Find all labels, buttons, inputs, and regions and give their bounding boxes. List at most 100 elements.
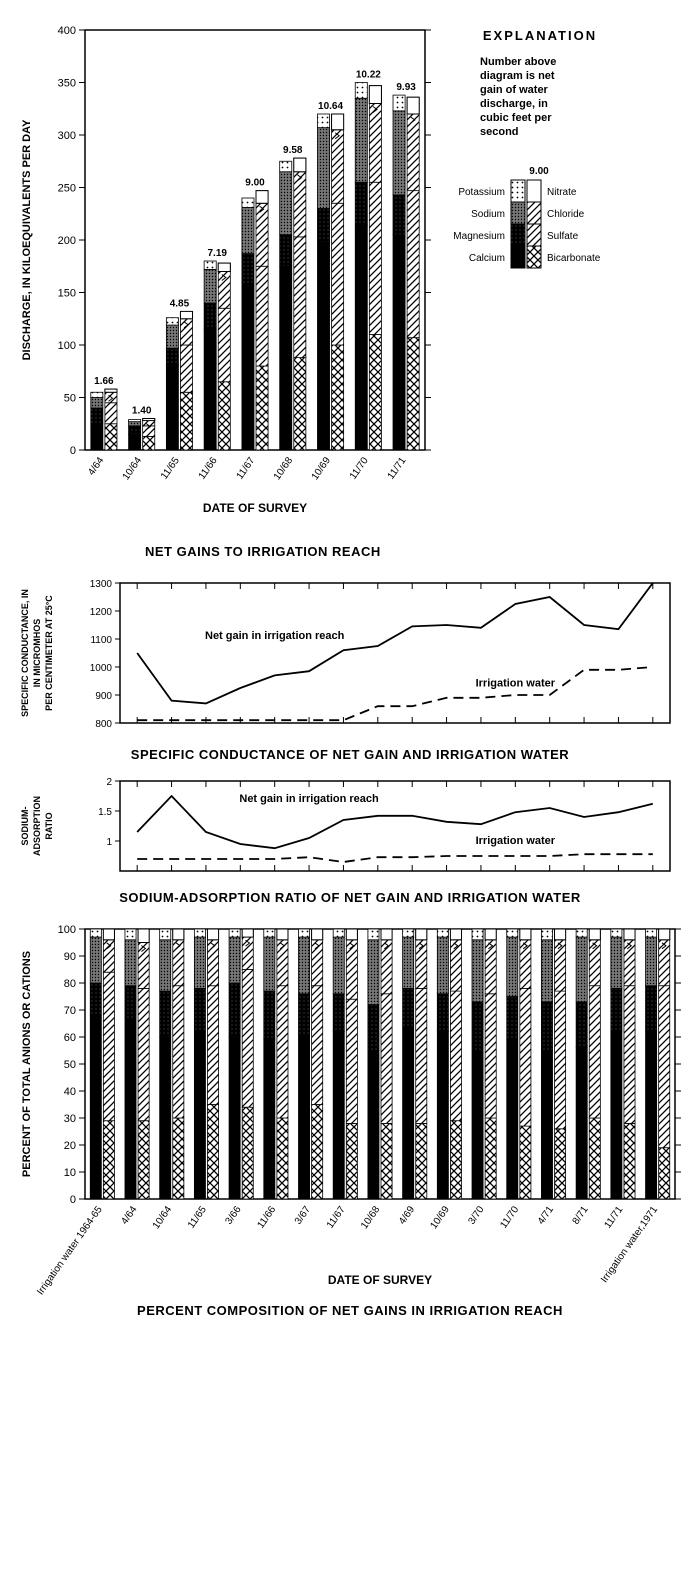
svg-text:200: 200: [58, 235, 76, 247]
svg-text:9.93: 9.93: [396, 82, 416, 93]
svg-text:Irrigation water 1964-65: Irrigation water 1964-65: [35, 1204, 105, 1297]
svg-text:Number above: Number above: [480, 56, 556, 68]
svg-text:10.64: 10.64: [318, 101, 343, 112]
svg-text:70: 70: [64, 1005, 76, 1017]
svg-text:ADSORPTION: ADSORPTION: [32, 796, 42, 856]
svg-text:800: 800: [95, 719, 112, 730]
svg-text:Potassium: Potassium: [458, 187, 505, 198]
svg-text:9.00: 9.00: [529, 166, 549, 177]
svg-text:diagram is net: diagram is net: [480, 70, 555, 82]
svg-text:7.19: 7.19: [207, 248, 227, 259]
svg-text:Bicarbonate: Bicarbonate: [547, 253, 601, 264]
svg-text:3/70: 3/70: [466, 1204, 486, 1227]
svg-text:1200: 1200: [90, 607, 113, 618]
svg-text:10/69: 10/69: [429, 1204, 453, 1231]
svg-text:350: 350: [58, 78, 76, 90]
svg-text:400: 400: [58, 25, 76, 37]
svg-text:Net gain in irrigation reach: Net gain in irrigation reach: [205, 630, 345, 642]
svg-text:100: 100: [58, 340, 76, 352]
svg-text:150: 150: [58, 288, 76, 300]
svg-text:1.66: 1.66: [94, 376, 114, 387]
chart3-svg: 1 1.5 2 Net gain in irrigation reach Irrigat…: [10, 776, 690, 886]
svg-text:10/68: 10/68: [272, 455, 296, 482]
svg-text:30: 30: [64, 1113, 76, 1125]
chart4-title: PERCENT COMPOSITION OF NET GAINS IN IRRI…: [10, 1303, 690, 1318]
svg-text:11/71: 11/71: [386, 455, 409, 482]
svg-text:80: 80: [64, 978, 76, 990]
svg-text:SPECIFIC CONDUCTANCE, IN: SPECIFIC CONDUCTANCE, IN: [20, 589, 30, 717]
svg-text:11/67: 11/67: [235, 455, 258, 482]
chart4-container: 0 10 20 30 40 50 60 70 80 90 100 Irrigation water 1…: [10, 919, 690, 1318]
svg-text:9.00: 9.00: [245, 178, 265, 189]
svg-text:250: 250: [58, 183, 76, 195]
svg-text:11/66: 11/66: [197, 455, 220, 482]
svg-text:50: 50: [64, 393, 76, 405]
chart1-container: 0501001502002503003504001.664/641.4010/6…: [10, 20, 690, 559]
svg-text:90: 90: [64, 951, 76, 963]
svg-text:4/69: 4/69: [397, 1204, 417, 1227]
svg-text:4/71: 4/71: [536, 1204, 556, 1227]
svg-text:discharge, in: discharge, in: [480, 98, 548, 110]
chart3-container: 1 1.5 2 Net gain in irrigation reach Irrigat…: [10, 776, 690, 905]
svg-text:11/65: 11/65: [186, 1204, 209, 1231]
svg-text:10/64: 10/64: [151, 1204, 175, 1231]
svg-text:DISCHARGE, IN KILOEQUIVALENTS: DISCHARGE, IN KILOEQUIVALENTS PER DAY: [21, 119, 33, 360]
svg-text:300: 300: [58, 130, 76, 142]
svg-text:1.40: 1.40: [132, 406, 152, 417]
svg-text:60: 60: [64, 1032, 76, 1044]
chart1-title: NET GAINS TO IRRIGATION REACH: [145, 544, 690, 559]
svg-text:DATE OF SURVEY: DATE OF SURVEY: [203, 501, 307, 515]
chart3-title: SODIUM-ADSORPTION RATIO OF NET GAIN AND …: [10, 890, 690, 905]
svg-text:PERCENT OF TOTAL ANIONS OR CAT: PERCENT OF TOTAL ANIONS OR CATIONS: [21, 951, 33, 1177]
svg-text:1300: 1300: [90, 579, 113, 590]
svg-text:cubic feet per: cubic feet per: [480, 112, 552, 124]
svg-text:11/65: 11/65: [159, 455, 182, 482]
svg-text:second: second: [480, 126, 519, 138]
svg-text:100: 100: [58, 924, 76, 936]
chart4-svg: 0 10 20 30 40 50 60 70 80 90 100 Irrigation water 1…: [10, 919, 690, 1299]
svg-text:Irrigation water: Irrigation water: [476, 678, 556, 690]
svg-text:10/64: 10/64: [121, 455, 145, 482]
svg-text:20: 20: [64, 1140, 76, 1152]
svg-text:11/70: 11/70: [498, 1204, 521, 1231]
svg-text:4.85: 4.85: [170, 298, 190, 309]
svg-text:PER CENTIMETER AT 25°C: PER CENTIMETER AT 25°C: [44, 595, 54, 711]
chart2-title: SPECIFIC CONDUCTANCE OF NET GAIN AND IRR…: [10, 747, 690, 762]
svg-text:3/67: 3/67: [293, 1204, 313, 1227]
svg-text:1000: 1000: [90, 663, 113, 674]
svg-text:0: 0: [70, 445, 76, 457]
svg-text:Calcium: Calcium: [469, 253, 505, 264]
svg-text:3/66: 3/66: [223, 1204, 243, 1227]
svg-text:1100: 1100: [90, 635, 112, 646]
svg-text:900: 900: [95, 691, 112, 702]
svg-text:40: 40: [64, 1086, 76, 1098]
svg-text:11/66: 11/66: [255, 1204, 278, 1231]
svg-text:10.22: 10.22: [356, 70, 381, 81]
svg-text:Magnesium: Magnesium: [453, 231, 505, 242]
svg-text:Net gain in irrigation reach: Net gain in irrigation reach: [239, 793, 379, 805]
svg-text:10/68: 10/68: [359, 1204, 383, 1231]
svg-text:EXPLANATION: EXPLANATION: [483, 28, 597, 43]
svg-text:IN MICROMHOS: IN MICROMHOS: [32, 619, 42, 688]
svg-text:11/71: 11/71: [602, 1204, 625, 1231]
svg-text:2: 2: [106, 777, 112, 788]
svg-text:Irrigation water: Irrigation water: [476, 835, 556, 847]
chart2-svg: 800 900 1000 1100 1200 1300 Net gain in irriga…: [10, 573, 690, 743]
svg-text:8/71: 8/71: [571, 1204, 591, 1227]
chart1-svg: 0501001502002503003504001.664/641.4010/6…: [10, 20, 690, 540]
svg-text:1: 1: [106, 837, 112, 848]
svg-text:0: 0: [70, 1194, 76, 1206]
svg-text:11/70: 11/70: [348, 455, 371, 482]
svg-text:RATIO: RATIO: [44, 812, 54, 839]
svg-text:50: 50: [64, 1059, 76, 1071]
svg-text:Sodium: Sodium: [471, 209, 505, 220]
svg-text:gain of water: gain of water: [480, 84, 549, 96]
svg-text:Sulfate: Sulfate: [547, 231, 579, 242]
chart2-container: 800 900 1000 1100 1200 1300 Net gain in irriga…: [10, 573, 690, 762]
svg-text:Nitrate: Nitrate: [547, 187, 577, 198]
svg-text:1.5: 1.5: [98, 807, 112, 818]
svg-text:11/67: 11/67: [325, 1204, 348, 1231]
svg-text:Chloride: Chloride: [547, 209, 585, 220]
svg-text:9.58: 9.58: [283, 145, 303, 156]
svg-text:10: 10: [64, 1167, 76, 1179]
